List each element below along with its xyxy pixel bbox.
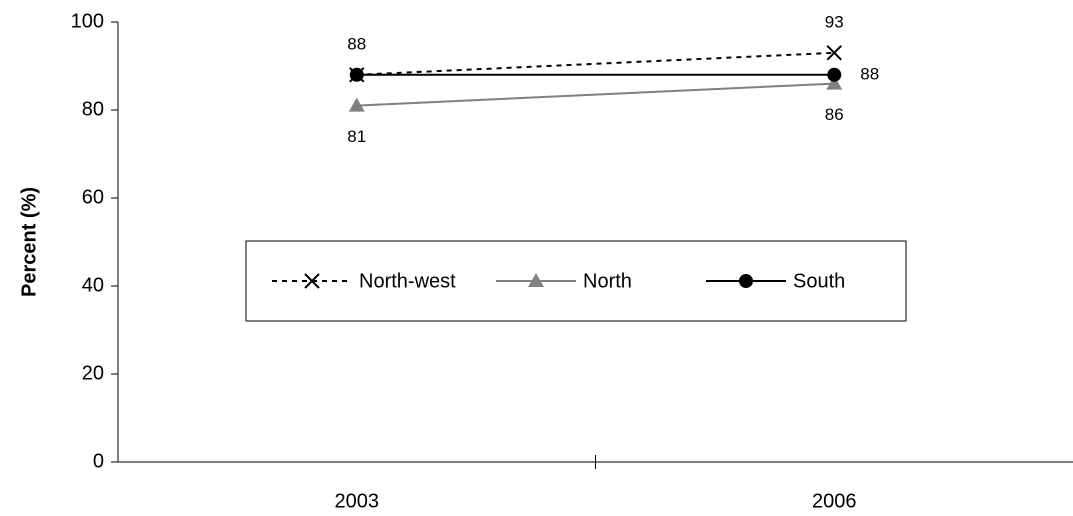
legend-label: South <box>793 270 845 292</box>
marker <box>827 67 842 82</box>
data-label: 93 <box>825 12 844 31</box>
y-tick-label: 20 <box>82 362 104 384</box>
y-axis-label: Percent (%) <box>18 187 40 297</box>
marker <box>739 274 753 288</box>
marker <box>304 273 320 289</box>
y-tick-label: 60 <box>82 186 104 208</box>
data-label: 88 <box>347 34 366 53</box>
series-line <box>356 82 835 107</box>
marker <box>349 67 364 82</box>
marker <box>528 273 544 287</box>
marker <box>826 45 842 61</box>
data-label: 86 <box>825 105 844 124</box>
legend: North-west North South <box>245 240 907 322</box>
data-label: 81 <box>347 127 366 146</box>
marker <box>348 97 365 112</box>
y-tick-label: 0 <box>93 450 104 472</box>
y-tick-label: 40 <box>82 274 104 296</box>
y-tick-label: 80 <box>82 98 104 120</box>
x-tick-label: 2006 <box>812 490 857 512</box>
marker <box>826 75 843 90</box>
x-tick-label: 2003 <box>335 490 380 512</box>
y-tick-label: 100 <box>71 10 104 32</box>
data-label: 88 <box>860 64 879 83</box>
series-line <box>356 51 835 76</box>
legend-label: North <box>583 270 632 292</box>
legend-label: North-west <box>359 270 456 292</box>
